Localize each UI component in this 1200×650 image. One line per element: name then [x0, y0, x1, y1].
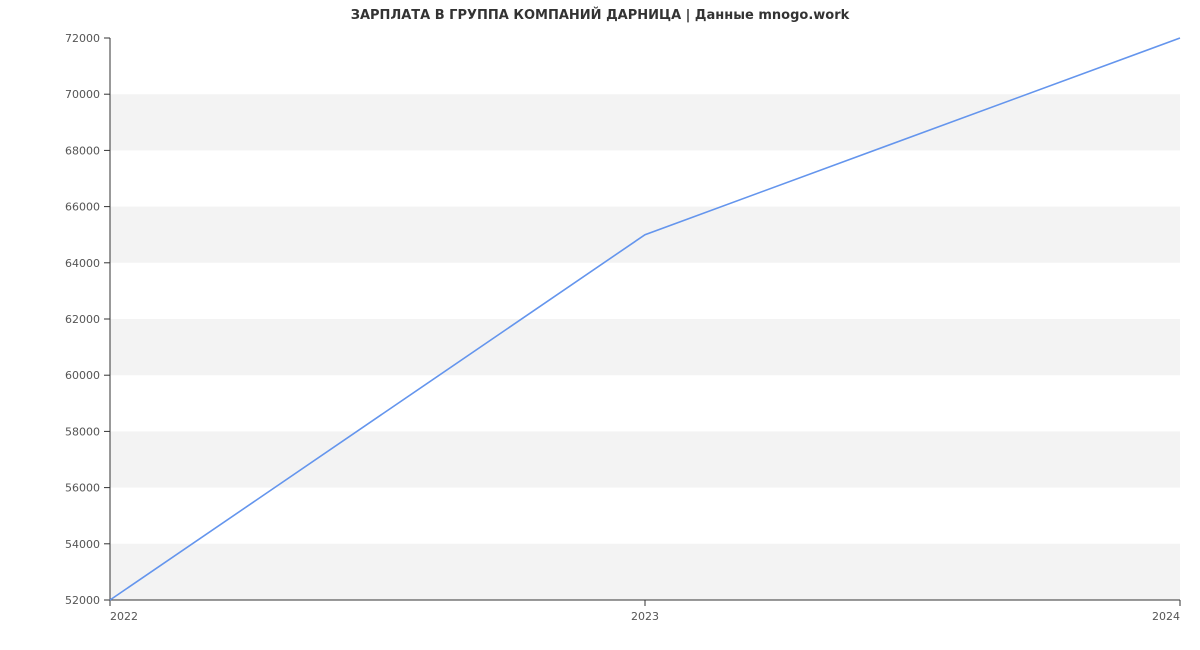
y-tick-label: 58000	[65, 425, 100, 438]
y-tick-label: 62000	[65, 313, 100, 326]
y-tick-label: 66000	[65, 201, 100, 214]
chart-title: ЗАРПЛАТА В ГРУППА КОМПАНИЙ ДАРНИЦА | Дан…	[0, 8, 1200, 23]
y-tick-label: 72000	[65, 32, 100, 45]
y-tick-label: 54000	[65, 538, 100, 551]
line-chart: ЗАРПЛАТА В ГРУППА КОМПАНИЙ ДАРНИЦА | Дан…	[0, 0, 1200, 650]
x-tick-label: 2023	[631, 610, 659, 623]
y-tick-label: 56000	[65, 482, 100, 495]
y-tick-label: 70000	[65, 88, 100, 101]
chart-svg: 52000 54000 56000 58000 60000 62000 64000 66000…	[0, 0, 1200, 650]
x-tick-label: 2022	[110, 610, 138, 623]
grid-band	[110, 431, 1180, 487]
y-tick-label: 68000	[65, 144, 100, 157]
y-tick-label: 60000	[65, 369, 100, 382]
y-tick-label: 52000	[65, 594, 100, 607]
grid-band	[110, 319, 1180, 375]
y-tick-label: 64000	[65, 257, 100, 270]
grid-band	[110, 94, 1180, 150]
grid-band	[110, 544, 1180, 600]
x-tick-label: 2024	[1152, 610, 1180, 623]
